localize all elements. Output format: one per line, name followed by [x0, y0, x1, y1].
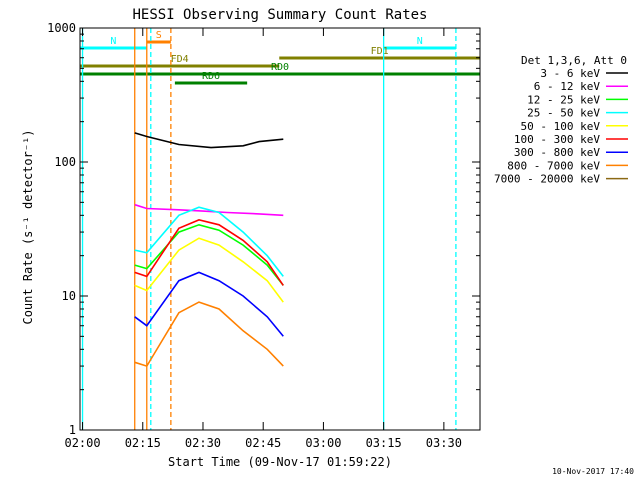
series-line	[134, 223, 284, 286]
legend-entry-label: 300 - 800 keV	[514, 146, 600, 159]
x-tick-label: 02:15	[125, 436, 161, 450]
x-tick-label: 03:15	[366, 436, 402, 450]
series-line	[134, 237, 284, 303]
x-tick-label: 03:30	[426, 436, 462, 450]
annotation-layer: S N N FD1 FD4 RD0 RD6	[80, 30, 480, 85]
legend-title: Det 1,3,6, Att 0	[521, 54, 627, 67]
annotation-label: N	[110, 36, 116, 47]
series-layer	[134, 132, 284, 368]
x-tick-label: 02:30	[185, 436, 221, 450]
x-axis-label: Start Time (09-Nov-17 01:59:22)	[168, 455, 392, 469]
axes-layer: 02:00 02:15 02:30 02:45 03:00 03:15 03:30 1 10 10…	[47, 21, 481, 450]
series-line	[134, 271, 284, 337]
x-tick-label: 02:00	[64, 436, 100, 450]
plot-frame	[79, 27, 481, 431]
x-tick-label: 03:00	[305, 436, 341, 450]
vline-layer	[81, 28, 457, 430]
series-line	[134, 219, 284, 286]
y-tick-label: 1000	[47, 21, 76, 35]
timestamp-stamp: 10-Nov-2017 17:40	[552, 467, 634, 476]
legend-entry-label: 12 - 25 keV	[527, 93, 600, 106]
annotation-label: FD4	[171, 54, 189, 65]
legend-entry-label: 25 - 50 keV	[527, 107, 600, 120]
annotation-label: RD0	[271, 62, 289, 73]
annotation-label: FD1	[371, 46, 389, 57]
series-line	[134, 132, 284, 149]
annotation-label: S	[156, 30, 162, 41]
series-line	[134, 203, 284, 217]
x-tick-label: 02:45	[245, 436, 281, 450]
legend-entry-label: 3 - 6 keV	[540, 67, 600, 80]
y-axis-label: Count Rate (s⁻¹ detector⁻¹)	[21, 129, 35, 324]
chart-title: HESSI Observing Summary Count Rates	[132, 7, 427, 23]
legend-entry-label: 100 - 300 keV	[514, 133, 600, 146]
legend-entry-label: 50 - 100 keV	[521, 120, 601, 133]
legend-entry-label: 6 - 12 keV	[534, 80, 601, 93]
y-tick-label: 100	[54, 155, 76, 169]
legend-entry-label: 7000 - 20000 keV	[494, 173, 600, 186]
series-line	[134, 206, 284, 277]
annotation-label: N	[417, 36, 423, 47]
y-tick-label: 1	[69, 423, 76, 437]
y-tick-label: 10	[62, 289, 76, 303]
series-line	[134, 301, 284, 368]
annotation-label: RD6	[202, 71, 220, 82]
legend-entry-label: 800 - 7000 keV	[507, 159, 600, 172]
